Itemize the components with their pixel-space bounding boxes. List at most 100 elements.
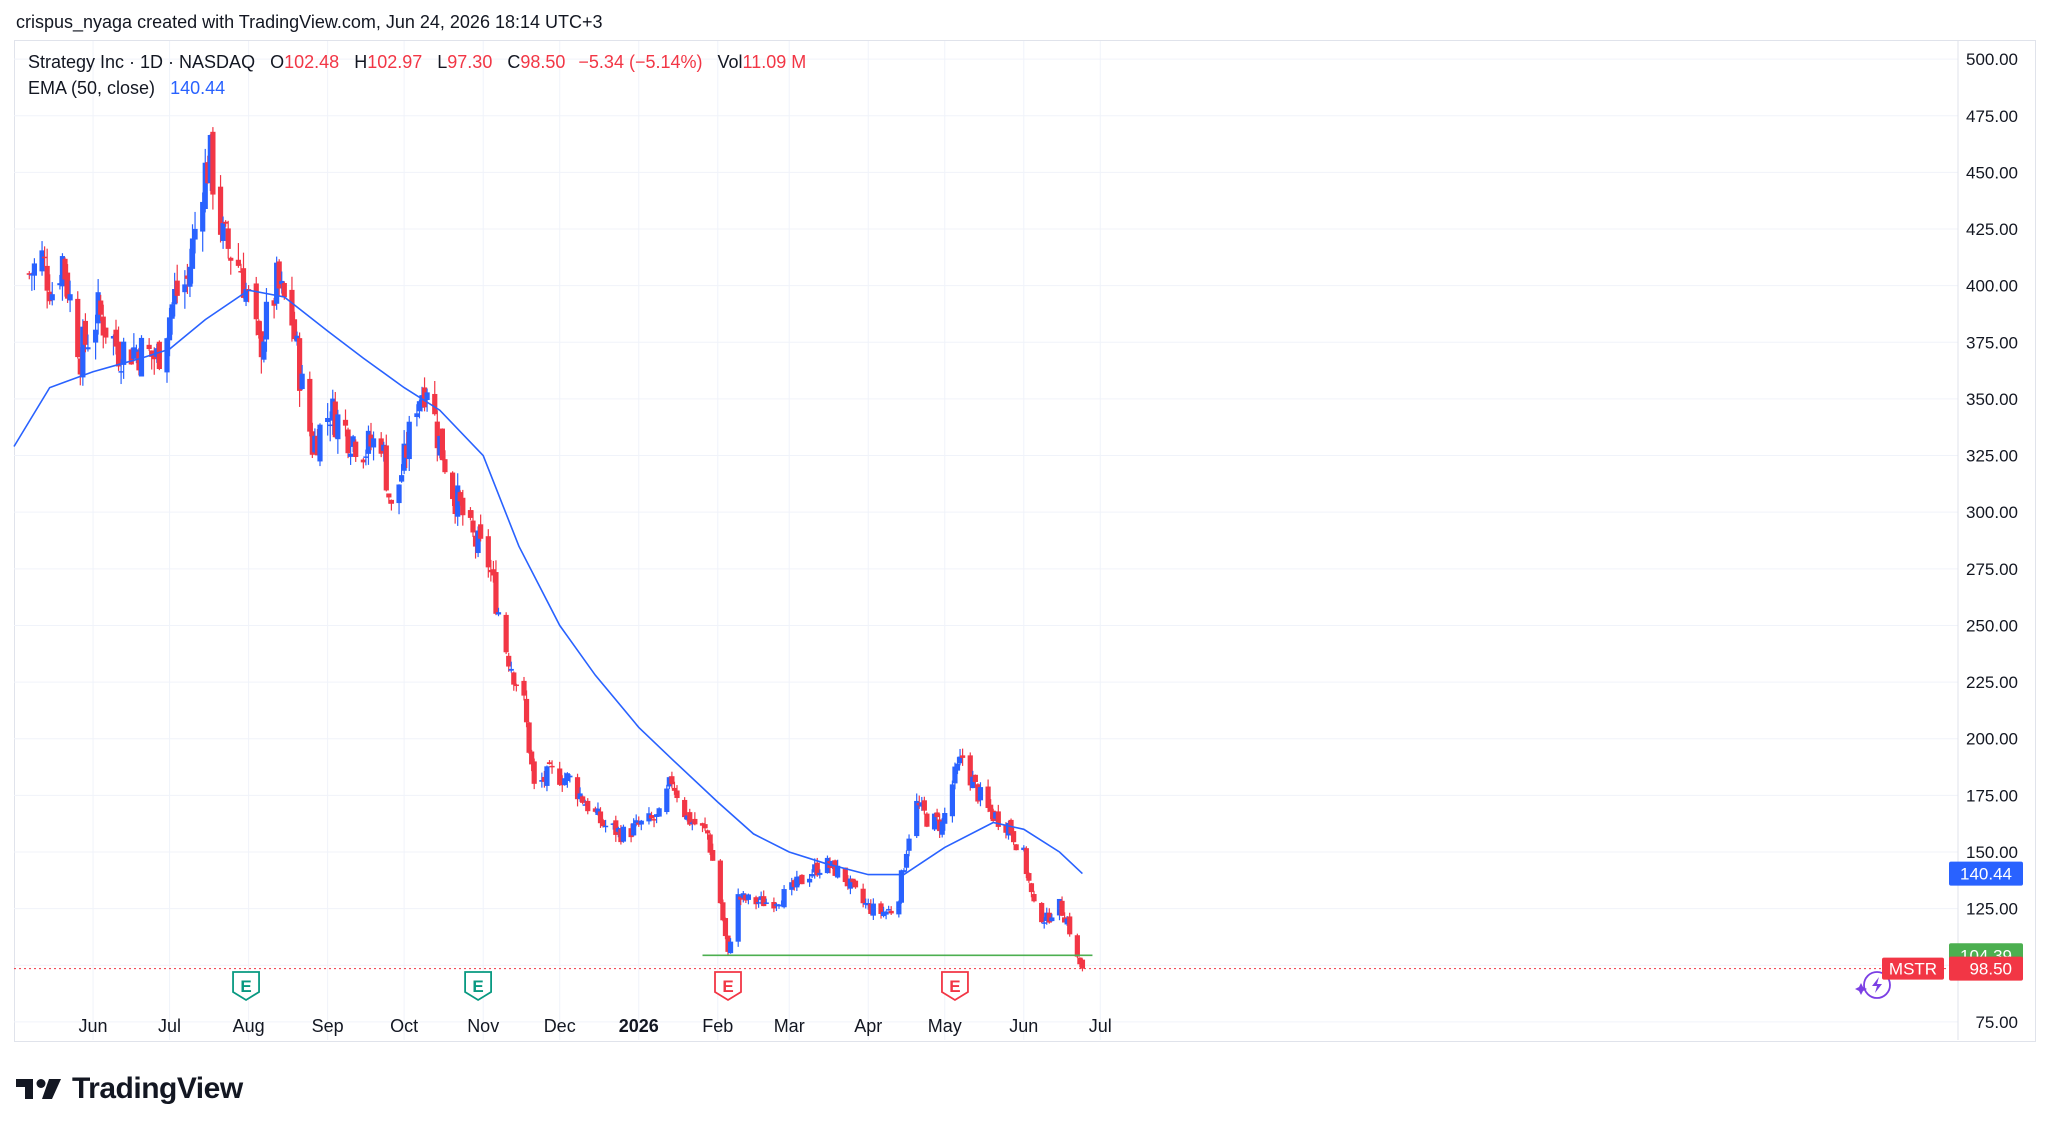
- candle-body: [166, 317, 173, 341]
- earnings-marker-label: E: [949, 977, 960, 996]
- candle-body: [1041, 922, 1047, 924]
- tradingview-brand: TradingView: [72, 1072, 243, 1105]
- candle-body: [995, 811, 1001, 827]
- candle-body: [523, 698, 530, 723]
- candle-body: [597, 811, 604, 824]
- x-tick-label: Mar: [774, 1016, 805, 1036]
- y-tick-label: 375.00: [1966, 333, 2018, 352]
- price-label-98.50: MSTR 98.50: [1882, 956, 2023, 981]
- y-tick-label: 425.00: [1966, 220, 2018, 239]
- candle-body: [985, 786, 991, 808]
- earnings-marker-label: E: [722, 977, 733, 996]
- candle-body: [888, 910, 894, 914]
- candle-body: [557, 768, 563, 785]
- candle-body: [327, 424, 333, 427]
- candle-body: [957, 756, 963, 764]
- candle-body: [172, 289, 178, 305]
- candle-body: [235, 259, 241, 266]
- candle-body: [478, 524, 484, 539]
- candle-body: [574, 777, 581, 800]
- candle-body: [335, 414, 341, 440]
- candle-body: [603, 825, 609, 828]
- candle-body: [325, 417, 331, 422]
- candle-body: [954, 763, 961, 771]
- candle-body: [450, 472, 456, 500]
- candle-body: [1079, 959, 1086, 969]
- candle-body: [113, 329, 119, 347]
- candle-body: [370, 438, 377, 448]
- candle-body: [256, 320, 262, 336]
- candle-body: [82, 320, 88, 345]
- x-tick-label: Jun: [79, 1016, 108, 1036]
- candle-body: [939, 821, 945, 835]
- y-tick-label: 475.00: [1966, 107, 2018, 126]
- candle-body: [549, 765, 555, 768]
- candle-body: [98, 300, 104, 315]
- candle-body: [1067, 916, 1073, 935]
- candle-body: [475, 530, 481, 554]
- symbol-title[interactable]: Strategy Inc · 1D · NASDAQ: [28, 52, 256, 72]
- candle-body: [638, 820, 644, 825]
- candle-body: [103, 327, 109, 338]
- candle-body: [972, 774, 978, 782]
- candle-body: [495, 612, 502, 615]
- candle-body: [299, 373, 305, 390]
- candle-body: [707, 834, 713, 853]
- candle-body: [883, 911, 889, 915]
- earnings-marker-icon[interactable]: E: [464, 971, 492, 1002]
- candle-body: [467, 510, 474, 518]
- candle-body: [513, 684, 519, 687]
- candle-body: [350, 436, 356, 447]
- candle-body: [633, 820, 639, 824]
- x-tick-label: Oct: [390, 1016, 418, 1036]
- candle-body: [297, 338, 303, 391]
- candle-body: [189, 238, 196, 269]
- price-label-text: 140.44: [1960, 865, 2012, 884]
- candle-body: [1013, 844, 1019, 851]
- candle-body: [414, 413, 420, 418]
- candle-body: [182, 284, 188, 293]
- candle-body: [202, 162, 208, 209]
- candle-body: [705, 830, 711, 834]
- candle-body: [187, 266, 193, 287]
- candle-body: [138, 337, 145, 377]
- candle-body: [814, 862, 820, 876]
- candle-body: [75, 298, 81, 358]
- y-tick-label: 225.00: [1966, 673, 2018, 692]
- candle-body: [223, 221, 229, 224]
- close-key: C: [507, 52, 521, 72]
- x-tick-label: Dec: [544, 1016, 576, 1036]
- axes-layer: 75.00100.00125.00150.00175.00200.00225.0…: [79, 41, 2018, 1040]
- candle-body: [656, 808, 662, 817]
- candle-body: [39, 250, 45, 272]
- candle-body: [276, 261, 282, 289]
- earnings-marker-icon[interactable]: E: [714, 971, 742, 1002]
- candle-body: [763, 902, 769, 904]
- open-value: 102.48: [284, 52, 340, 72]
- candle-body: [745, 894, 751, 900]
- ema-title[interactable]: EMA (50, close): [28, 78, 156, 98]
- high-value: 102.97: [367, 52, 423, 72]
- candle-body: [26, 273, 32, 275]
- candle-body: [577, 793, 583, 800]
- candle-body: [243, 289, 249, 302]
- candle-body: [648, 815, 655, 819]
- earnings-marker-label: E: [240, 977, 251, 996]
- ema-value: 140.44: [170, 78, 226, 98]
- earnings-marker-icon[interactable]: E: [941, 971, 969, 1002]
- candle-body: [898, 870, 904, 903]
- candle-body: [526, 722, 532, 753]
- tradingview-logo[interactable]: TradingView: [16, 1072, 243, 1106]
- lines-layer: [14, 954, 1958, 970]
- candle-body: [896, 901, 902, 915]
- candle-body: [289, 289, 295, 326]
- candle-body: [345, 429, 351, 454]
- earnings-marker-icon[interactable]: E: [232, 971, 260, 1002]
- candle-body: [761, 896, 767, 907]
- candle-body: [263, 301, 270, 340]
- candle-body: [353, 441, 359, 457]
- candle-body: [383, 445, 389, 491]
- candle-body: [651, 819, 657, 821]
- candle-body: [753, 897, 759, 905]
